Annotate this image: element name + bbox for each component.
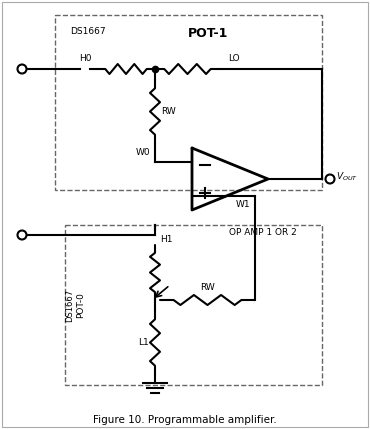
- Text: Figure 10. Programmable amplifier.: Figure 10. Programmable amplifier.: [93, 415, 277, 425]
- Text: OP AMP 1 OR 2: OP AMP 1 OR 2: [229, 228, 297, 237]
- Bar: [55, 15, 322, 190]
- Text: DS1667: DS1667: [70, 27, 105, 36]
- Bar: [65, 225, 322, 385]
- Text: H1: H1: [160, 235, 172, 244]
- Text: DS1667: DS1667: [65, 288, 74, 322]
- Text: LO: LO: [228, 54, 240, 63]
- Text: RW: RW: [161, 107, 176, 116]
- Text: $\mathregular{V_{OUT}}$: $\mathregular{V_{OUT}}$: [336, 171, 358, 183]
- Text: H0: H0: [79, 54, 91, 63]
- Text: L1: L1: [138, 338, 149, 347]
- Text: RW: RW: [200, 283, 215, 292]
- Text: W0: W0: [135, 148, 150, 157]
- Text: POT-1: POT-1: [188, 27, 229, 40]
- Text: POT-0: POT-0: [77, 292, 85, 318]
- Text: W1: W1: [235, 200, 250, 209]
